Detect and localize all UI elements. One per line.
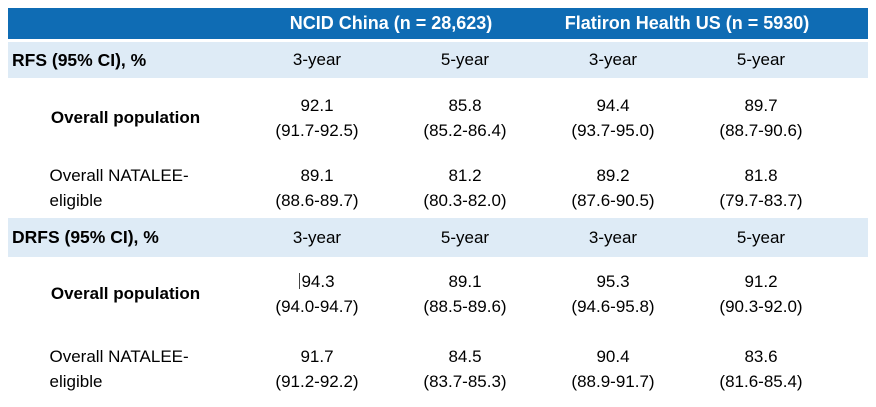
confidence-interval: (91.2-92.2)	[275, 371, 359, 391]
estimate-value: 81.8	[744, 165, 778, 185]
rfs-flatiron-3year-header: 3-year	[539, 40, 687, 78]
estimate-value: 94.3	[243, 269, 391, 294]
text-cursor	[299, 272, 301, 289]
confidence-interval: (88.6-89.7)	[275, 190, 359, 210]
section-title-drfs: DRFS (95% CI), %	[8, 218, 243, 257]
survival-outcomes-table: NCID China (n = 28,623) Flatiron Health …	[8, 8, 868, 407]
header-flatiron-us: Flatiron Health US (n = 5930)	[539, 8, 835, 42]
rfs-overall-population-row: Overall population 92.1 (91.7-92.5) 85.8…	[8, 78, 868, 157]
confidence-interval: (87.6-90.5)	[571, 190, 655, 210]
drfs-op-ncid-3year-cell: 94.3 (94.0-94.7)	[243, 257, 391, 330]
confidence-interval: (88.5-89.6)	[423, 296, 507, 316]
drfs-op-flatiron-3year-cell: 95.3 (94.6-95.8)	[539, 257, 687, 330]
estimate-value: 89.1	[448, 271, 482, 291]
drfs-flatiron-3year-header: 3-year	[539, 218, 687, 257]
estimate-value: 95.3	[596, 271, 630, 291]
rfs-subheader-row: RFS (95% CI), % 3-year 5-year 3-year 5-y…	[8, 40, 868, 78]
rfs-subheader-filler-cell	[835, 40, 868, 78]
confidence-interval: (85.2-86.4)	[423, 120, 507, 140]
estimate-value: 91.2	[744, 271, 778, 291]
filler-cell	[835, 78, 868, 157]
filler-cell	[835, 157, 868, 218]
row-label-text: Overall population	[50, 284, 201, 303]
filler-cell	[835, 330, 868, 407]
estimate-value: 84.5	[448, 346, 482, 366]
estimate-value: 83.6	[744, 346, 778, 366]
confidence-interval: (79.7-83.7)	[719, 190, 803, 210]
estimate-value: 89.1	[300, 165, 334, 185]
rfs-natalee-eligible-row: Overall NATALEE-eligible 89.1 (88.6-89.7…	[8, 157, 868, 218]
drfs-ne-ncid-3year-cell: 91.7 (91.2-92.2)	[243, 330, 391, 407]
header-filler-cell	[835, 8, 868, 42]
estimate-value: 94.4	[596, 95, 630, 115]
row-label-natalee-eligible: Overall NATALEE-eligible	[8, 157, 243, 218]
confidence-interval: (83.7-85.3)	[423, 371, 507, 391]
drfs-ncid-3year-header: 3-year	[243, 218, 391, 257]
confidence-interval: (90.3-92.0)	[719, 296, 803, 316]
drfs-natalee-eligible-row: Overall NATALEE-eligible 91.7 (91.2-92.2…	[8, 330, 868, 407]
drfs-ne-flatiron-3year-cell: 90.4 (88.9-91.7)	[539, 330, 687, 407]
drfs-op-ncid-5year-cell: 89.1 (88.5-89.6)	[391, 257, 539, 330]
estimate-value: 89.2	[596, 165, 630, 185]
row-label-text: Overall population	[50, 108, 201, 127]
row-label-text: Overall NATALEE-eligible	[49, 346, 189, 391]
drfs-subheader-row: DRFS (95% CI), % 3-year 5-year 3-year 5-…	[8, 218, 868, 257]
confidence-interval: (88.9-91.7)	[571, 371, 655, 391]
estimate-value: 91.7	[300, 346, 334, 366]
filler-cell	[835, 257, 868, 330]
rfs-ne-flatiron-3year-cell: 89.2 (87.6-90.5)	[539, 157, 687, 218]
rfs-op-ncid-3year-cell: 92.1 (91.7-92.5)	[243, 78, 391, 157]
drfs-op-flatiron-5year-cell: 91.2 (90.3-92.0)	[687, 257, 835, 330]
drfs-ncid-5year-header: 5-year	[391, 218, 539, 257]
rfs-op-ncid-5year-cell: 85.8 (85.2-86.4)	[391, 78, 539, 157]
estimate-value-text: 94.3	[301, 271, 335, 291]
rfs-flatiron-5year-header: 5-year	[687, 40, 835, 78]
row-label-natalee-eligible: Overall NATALEE-eligible	[8, 330, 243, 407]
estimate-value: 81.2	[448, 165, 482, 185]
cohort-header-row: NCID China (n = 28,623) Flatiron Health …	[8, 8, 868, 42]
confidence-interval: (94.0-94.7)	[275, 296, 359, 316]
header-corner-cell	[8, 8, 243, 42]
header-ncid-china: NCID China (n = 28,623)	[243, 8, 539, 42]
drfs-ne-ncid-5year-cell: 84.5 (83.7-85.3)	[391, 330, 539, 407]
estimate-value: 90.4	[596, 346, 630, 366]
row-label-overall-population: Overall population	[8, 257, 243, 330]
rfs-ncid-3year-header: 3-year	[243, 40, 391, 78]
confidence-interval: (81.6-85.4)	[719, 371, 803, 391]
rfs-ne-flatiron-5year-cell: 81.8 (79.7-83.7)	[687, 157, 835, 218]
estimate-value: 85.8	[448, 95, 482, 115]
estimate-value: 92.1	[300, 95, 334, 115]
row-label-overall-population: Overall population	[8, 78, 243, 157]
drfs-ne-flatiron-5year-cell: 83.6 (81.6-85.4)	[687, 330, 835, 407]
rfs-ncid-5year-header: 5-year	[391, 40, 539, 78]
drfs-overall-population-row: Overall population 94.3 (94.0-94.7) 89.1…	[8, 257, 868, 330]
section-title-rfs: RFS (95% CI), %	[8, 40, 243, 78]
confidence-interval: (80.3-82.0)	[423, 190, 507, 210]
confidence-interval: (91.7-92.5)	[275, 120, 359, 140]
confidence-interval: (94.6-95.8)	[571, 296, 655, 316]
drfs-subheader-filler-cell	[835, 218, 868, 257]
estimate-value: 89.7	[744, 95, 778, 115]
rfs-ne-ncid-5year-cell: 81.2 (80.3-82.0)	[391, 157, 539, 218]
row-label-text: Overall NATALEE-eligible	[49, 165, 189, 210]
rfs-op-flatiron-5year-cell: 89.7 (88.7-90.6)	[687, 78, 835, 157]
rfs-ne-ncid-3year-cell: 89.1 (88.6-89.7)	[243, 157, 391, 218]
confidence-interval: (88.7-90.6)	[719, 120, 803, 140]
rfs-op-flatiron-3year-cell: 94.4 (93.7-95.0)	[539, 78, 687, 157]
drfs-flatiron-5year-header: 5-year	[687, 218, 835, 257]
confidence-interval: (93.7-95.0)	[571, 120, 655, 140]
